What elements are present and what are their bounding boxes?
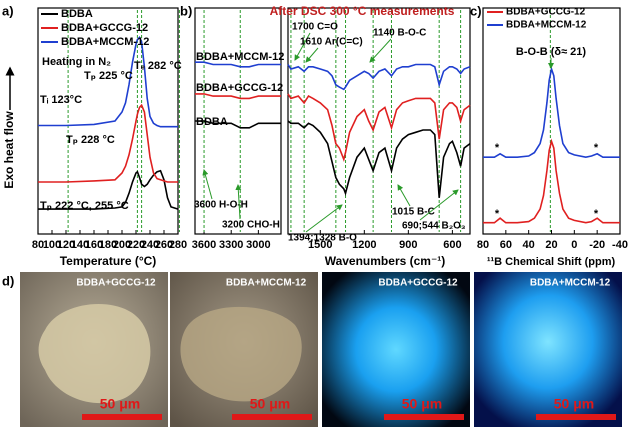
x-tick-label: 80 [477,239,489,251]
annotation: Tₑ 282 °C [134,60,182,72]
series-line [38,36,178,128]
panel-label: d) [2,273,14,288]
legend-label: BDBA [61,8,93,20]
x-tick-label: 100 [43,239,61,251]
sample [38,303,151,404]
x-axis-label: Temperature (°C) [60,254,157,268]
photo-label: BDBA+MCCM-12 [530,278,611,289]
x-tick-label: 1500 [308,239,332,251]
annotation: * [594,208,599,220]
x-axis-label: ¹¹B Chemical Shift (ppm) [487,256,616,268]
x-tick-label: 3300 [219,239,243,251]
series-line [287,120,471,198]
series-line [195,61,281,68]
panel-label: c) [470,3,482,18]
photos [20,272,622,427]
annotation: 3200 CHO-H [222,220,280,231]
annotation-arrow [397,184,411,207]
series-line [287,93,471,163]
scale-bar [82,414,162,420]
series-line [38,103,178,183]
scale-label: 50 μm [402,396,442,412]
annotation-arrow [419,189,459,221]
annotation: Tₚ 228 °C [66,134,115,146]
annotation-arrow [305,204,343,233]
x-tick-label: 60 [500,239,512,251]
photo-label: BDBA+GCCG-12 [378,278,458,289]
panel-label: b) [180,3,192,18]
photo [474,272,622,427]
x-tick-label: -20 [589,239,605,251]
annotation: Tₚ 225 °C [84,70,133,82]
photo-label: BDBA+GCCG-12 [76,278,156,289]
legend-label: BDBA+GCCG-12 [61,22,148,34]
x-tick-label: 140 [71,239,89,251]
photo [322,272,470,427]
x-tick-label: 180 [99,239,117,251]
chart-title: After DSC 300 °C measurements [270,4,455,18]
x-tick-label: 600 [443,239,461,251]
x-tick-label: 0 [571,239,577,251]
annotation: * [594,142,599,154]
x-tick-label: 1200 [352,239,376,251]
x-tick-label: -40 [612,239,628,251]
legend-label: BDBA+MCCM-12 [61,36,149,48]
legend-label: BDBA+MCCM-12 [506,20,587,31]
series-line [38,169,179,210]
scale-label: 50 μm [250,396,290,412]
series-line [195,93,281,100]
annotation: 1610 Ar(C=C) [300,37,363,48]
annotation-arrow [202,169,213,200]
scale-bar [536,414,616,420]
scale-bar [232,414,312,420]
annotation-arrow [305,47,319,63]
x-tick-label: 240 [141,239,159,251]
annotation: 690;544 B₂O₃ [402,221,466,232]
series-line [287,63,471,91]
x-axis-label: Wavenumbers (cm⁻¹) [325,254,446,268]
annotation: 1015 B-C [392,207,435,218]
scale-bar [384,414,464,420]
x-tick-label: 260 [155,239,173,251]
annotation: * [495,142,500,154]
annotation: 1394;1328 B-O [288,233,357,244]
series-label: BDBA [196,116,228,128]
series-label: BDBA+MCCM-12 [196,51,284,63]
legend-label: BDBA+GCCG-12 [506,7,586,18]
annotation-arrow [369,38,392,63]
x-tick-label: 160 [85,239,103,251]
x-tick-label: 3000 [246,239,270,251]
x-tick-label: 280 [169,239,187,251]
x-tick-label: 220 [127,239,145,251]
annotation: 1140 B-O-C [373,28,426,39]
sample [180,306,302,402]
annotation: Tₚ 222 °C, 255 °C [40,200,129,212]
annotation: 1700 C=O [292,22,338,33]
annotation: 3600 H-O-H [194,200,248,211]
series-line [483,138,620,224]
x-tick-label: 80 [32,239,44,251]
scale-label: 50 μm [554,396,594,412]
x-tick-label: 900 [399,239,417,251]
panel-label: a) [2,3,14,18]
y-axis-label: Exo heat flow [2,111,16,189]
annotation: * [495,208,500,220]
x-tick-label: 20 [545,239,557,251]
x-tick-label: 3600 [192,239,216,251]
x-tick-label: 200 [113,239,131,251]
series-label: BDBA+GCCG-12 [196,82,283,94]
series-line [483,65,620,159]
plot-frame [482,7,621,235]
scale-label: 50 μm [100,396,140,412]
x-tick-label: 120 [57,239,75,251]
x-tick-label: 40 [523,239,535,251]
annotation: B-O-B (δ≈ 21) [516,46,586,58]
annotation: Tᵢ 123°C [40,94,82,106]
annotation-arrow [235,184,242,220]
series-line [195,120,281,129]
annotation: Heating in N₂ [42,56,111,68]
annotation-arrow [294,32,311,61]
photo-label: BDBA+MCCM-12 [226,278,307,289]
